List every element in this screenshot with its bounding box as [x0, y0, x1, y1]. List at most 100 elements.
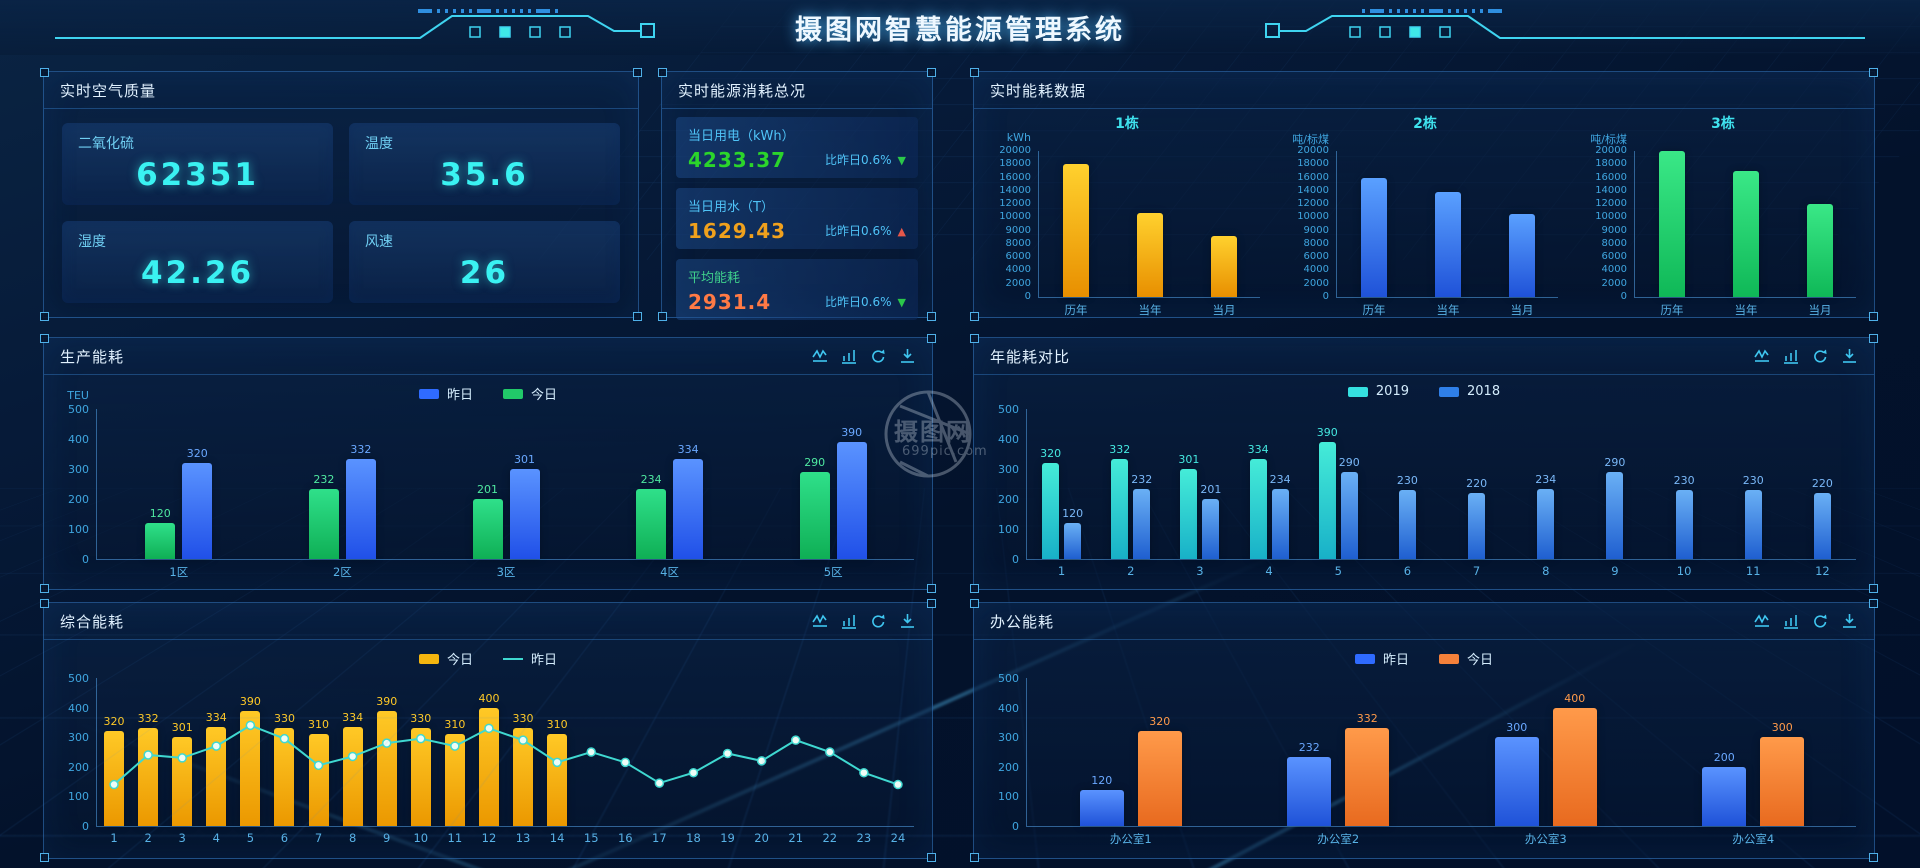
line-point[interactable]	[518, 735, 528, 745]
bar[interactable]	[1064, 523, 1082, 559]
line-chart-icon[interactable]	[812, 348, 829, 365]
bar[interactable]	[478, 708, 499, 826]
bar[interactable]	[1733, 171, 1759, 297]
bar[interactable]	[836, 442, 867, 559]
line-point[interactable]	[654, 778, 665, 788]
refresh-icon[interactable]	[1812, 613, 1829, 630]
bar[interactable]	[1361, 178, 1387, 297]
bar[interactable]	[1111, 459, 1129, 559]
line-point[interactable]	[484, 723, 494, 734]
chart-legend-item[interactable]: 2019	[1347, 384, 1409, 399]
line-point[interactable]	[722, 748, 733, 759]
line-chart-icon[interactable]	[1754, 348, 1771, 365]
bar[interactable]	[472, 499, 503, 559]
bar[interactable]	[145, 523, 176, 559]
bar[interactable]	[1537, 489, 1555, 559]
line-point[interactable]	[825, 747, 835, 757]
bar[interactable]	[240, 711, 261, 826]
bar[interactable]	[1345, 728, 1390, 826]
chart-legend-item[interactable]: 今日	[1439, 649, 1493, 668]
bar[interactable]	[1287, 757, 1332, 826]
bar[interactable]	[376, 711, 397, 826]
refresh-icon[interactable]	[870, 348, 887, 365]
bar-chart-icon[interactable]	[841, 348, 858, 365]
bar[interactable]	[138, 728, 159, 826]
bar[interactable]	[308, 734, 329, 826]
bar[interactable]	[1659, 151, 1685, 297]
download-icon[interactable]	[1841, 613, 1858, 630]
bar[interactable]	[1744, 490, 1762, 559]
line-point[interactable]	[313, 760, 324, 771]
bar[interactable]	[1760, 737, 1805, 826]
bar[interactable]	[1042, 463, 1060, 559]
bar[interactable]	[1211, 236, 1237, 297]
bar[interactable]	[509, 469, 540, 559]
refresh-icon[interactable]	[1812, 348, 1829, 365]
bar[interactable]	[1398, 490, 1416, 559]
line-point[interactable]	[416, 733, 426, 744]
bar[interactable]	[1079, 790, 1124, 826]
bar[interactable]	[547, 734, 568, 826]
bar[interactable]	[345, 459, 376, 559]
line-chart-icon[interactable]	[812, 613, 829, 630]
bar[interactable]	[1318, 442, 1336, 559]
line-point[interactable]	[347, 751, 358, 762]
bar[interactable]	[1271, 489, 1289, 559]
line-point[interactable]	[279, 733, 290, 744]
bar[interactable]	[1494, 737, 1539, 826]
bar[interactable]	[673, 459, 704, 559]
bar[interactable]	[1435, 192, 1461, 297]
download-icon[interactable]	[1841, 348, 1858, 365]
line-point[interactable]	[586, 747, 596, 757]
chart-legend-item[interactable]: 今日	[418, 649, 473, 668]
chart-legend-item[interactable]: 今日	[503, 384, 557, 403]
bar[interactable]	[1552, 708, 1597, 826]
chart-legend-item[interactable]: 昨日	[1354, 649, 1409, 668]
bar[interactable]	[104, 731, 125, 826]
line-point[interactable]	[381, 738, 392, 748]
bar[interactable]	[342, 727, 363, 826]
chart-legend-item[interactable]: 2018	[1439, 384, 1500, 399]
bar[interactable]	[1202, 499, 1220, 559]
line-point[interactable]	[688, 767, 699, 778]
bar[interactable]	[1137, 213, 1163, 297]
chart-legend-item[interactable]: 昨日	[503, 649, 557, 668]
bar[interactable]	[1133, 489, 1151, 559]
bar[interactable]	[1606, 472, 1624, 559]
bar[interactable]	[636, 489, 667, 559]
bar[interactable]	[172, 737, 193, 826]
bar-chart-icon[interactable]	[1783, 348, 1800, 365]
bar[interactable]	[1702, 767, 1747, 826]
download-icon[interactable]	[899, 348, 916, 365]
line-point[interactable]	[109, 779, 119, 790]
bar[interactable]	[1180, 469, 1198, 559]
line-point[interactable]	[859, 767, 869, 778]
bar[interactable]	[444, 734, 465, 826]
bar-chart-icon[interactable]	[1783, 613, 1800, 630]
line-point[interactable]	[893, 779, 903, 790]
bar[interactable]	[274, 728, 295, 826]
bar[interactable]	[513, 728, 534, 826]
bar[interactable]	[1137, 731, 1182, 826]
bar[interactable]	[308, 489, 339, 559]
line-point[interactable]	[620, 757, 631, 768]
bar[interactable]	[1468, 493, 1486, 559]
bar[interactable]	[799, 472, 830, 559]
bar[interactable]	[1249, 459, 1267, 559]
chart-legend-item[interactable]: 昨日	[418, 384, 473, 403]
bar[interactable]	[182, 463, 213, 559]
refresh-icon[interactable]	[870, 613, 887, 630]
line-point[interactable]	[552, 757, 562, 768]
line-point[interactable]	[143, 750, 153, 760]
bar[interactable]	[1813, 493, 1831, 559]
line-point[interactable]	[245, 720, 256, 731]
line-point[interactable]	[790, 735, 801, 745]
bar[interactable]	[1675, 490, 1693, 559]
line-point[interactable]	[211, 741, 222, 751]
line-point[interactable]	[756, 756, 767, 766]
bar[interactable]	[410, 728, 431, 826]
download-icon[interactable]	[899, 613, 916, 630]
line-chart-icon[interactable]	[1754, 613, 1771, 630]
bar[interactable]	[1509, 214, 1535, 297]
line-point[interactable]	[177, 753, 187, 763]
